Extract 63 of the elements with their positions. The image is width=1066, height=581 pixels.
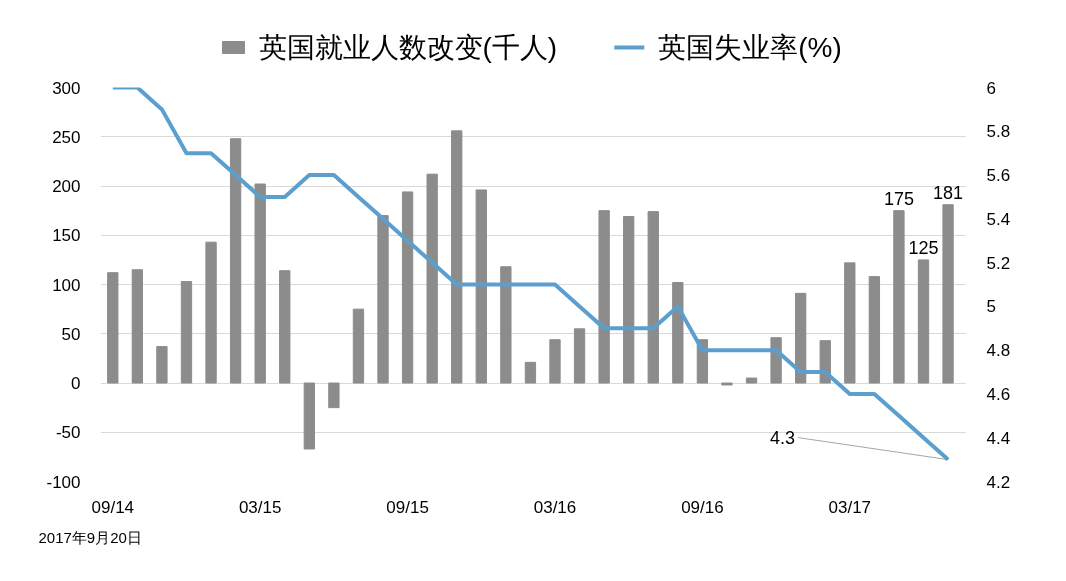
- bar: [377, 215, 389, 384]
- x-tick-label: 03/15: [238, 497, 282, 517]
- bar: [745, 377, 758, 384]
- bar: [131, 269, 144, 384]
- y-tick-label: 150: [52, 226, 81, 246]
- bar: [647, 211, 659, 384]
- bar: [451, 130, 463, 384]
- bar: [893, 210, 905, 384]
- y-tick-label: 200: [52, 177, 81, 196]
- bar: [844, 262, 856, 384]
- y2-tick-label: 4.8: [986, 341, 1011, 361]
- y2-tick-label: 5.2: [986, 253, 1011, 273]
- bar: [573, 328, 586, 384]
- y2-tick-label: 5.8: [986, 122, 1011, 142]
- y-tick-label: 100: [52, 275, 81, 295]
- y-tick-label: -50: [55, 423, 81, 443]
- bar: [303, 382, 315, 450]
- y2-tick-label: 4.2: [986, 472, 1011, 492]
- bar: [205, 241, 217, 384]
- x-tick-label: 03/17: [828, 497, 872, 517]
- bar: [279, 270, 291, 384]
- data-label: 181: [933, 182, 964, 203]
- y-tick-label: 300: [52, 78, 81, 98]
- bar: [401, 191, 414, 384]
- bar: [180, 281, 193, 384]
- legend-label: 英国就业人数改变(千人): [258, 32, 558, 63]
- bar: [328, 382, 340, 409]
- bar: [598, 210, 610, 384]
- data-label: 125: [908, 237, 939, 258]
- y2-tick-label: 5.4: [986, 209, 1011, 229]
- bar: [623, 216, 635, 384]
- y2-tick-label: 5: [986, 297, 996, 317]
- bar: [475, 189, 487, 384]
- bar: [549, 339, 561, 384]
- data-label: 4.3: [770, 428, 796, 449]
- data-label: 175: [883, 188, 914, 209]
- bar: [942, 204, 954, 384]
- y2-tick-label: 5.6: [986, 166, 1011, 186]
- bar: [524, 361, 537, 384]
- bar: [352, 308, 365, 384]
- bar: [795, 292, 807, 384]
- bar: [229, 138, 242, 384]
- y-tick-label: 250: [52, 127, 81, 147]
- y-tick-label: 50: [61, 324, 81, 344]
- legend-label: 英国失业率(%): [658, 32, 842, 63]
- bar: [254, 183, 266, 384]
- y-tick-label: -100: [46, 472, 81, 492]
- x-tick-label: 09/14: [91, 497, 135, 517]
- bar: [672, 282, 684, 384]
- y2-tick-label: 4.4: [986, 428, 1011, 448]
- y2-tick-label: 4.6: [986, 384, 1011, 404]
- x-tick-label: 03/16: [533, 497, 577, 517]
- text: 2017年9月20日: [38, 528, 142, 546]
- bar: [426, 173, 438, 384]
- bar: [868, 276, 881, 384]
- bar: [107, 272, 119, 384]
- y-tick-label: 0: [71, 374, 81, 393]
- x-tick-label: 09/15: [386, 497, 429, 517]
- y2-tick-label: 6: [986, 78, 996, 98]
- bar: [500, 266, 512, 384]
- bar: [156, 346, 168, 384]
- x-tick-label: 09/16: [681, 497, 724, 517]
- bar: [917, 259, 930, 384]
